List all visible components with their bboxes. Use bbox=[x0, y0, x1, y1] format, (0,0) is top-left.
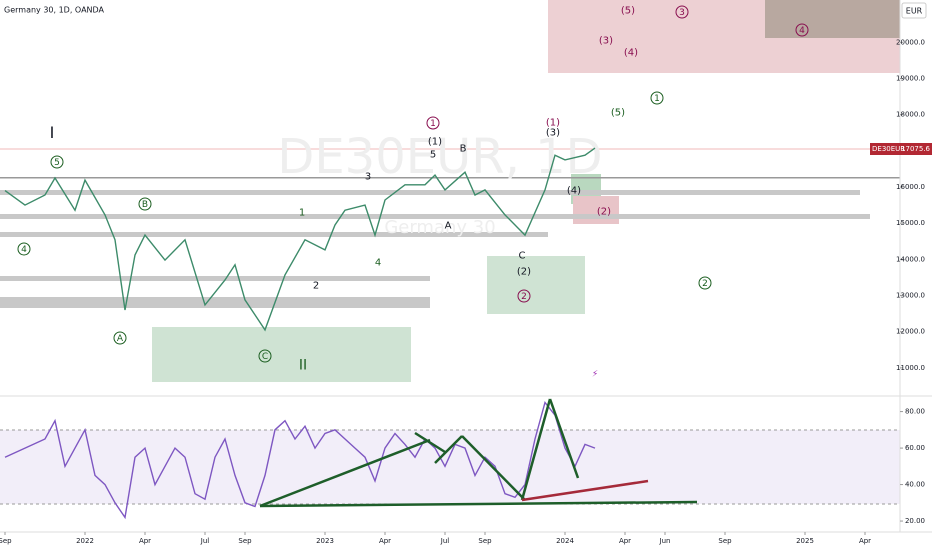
x-tick-label: Sep bbox=[238, 537, 252, 545]
x-tick-label: Apr bbox=[379, 537, 391, 545]
wave-label: 1 bbox=[299, 208, 305, 219]
wave-circle bbox=[258, 349, 272, 363]
x-tick-label: Sep bbox=[718, 537, 732, 545]
event-icon: ⚡ bbox=[592, 370, 598, 380]
x-tick-label: Apr bbox=[619, 537, 631, 545]
series-line bbox=[4, 400, 596, 520]
wave-circle bbox=[675, 5, 689, 19]
wave-circle bbox=[698, 276, 712, 290]
x-tick-label: 2022 bbox=[76, 537, 94, 545]
y-tick-label: 11000.0 bbox=[896, 364, 925, 372]
rsi-trendline-red bbox=[521, 479, 649, 502]
wave-label: C bbox=[262, 352, 268, 362]
support-zone bbox=[487, 256, 585, 314]
watermark-sub: Germany 30 bbox=[384, 217, 495, 238]
wave-label: (2) bbox=[597, 207, 611, 218]
resistance-zone bbox=[573, 196, 619, 224]
target-zone-dark bbox=[765, 0, 900, 38]
x-tick-label: 2024 bbox=[556, 537, 574, 545]
wave-circle bbox=[17, 242, 31, 256]
price-tag-value: 17075.6 bbox=[901, 145, 930, 153]
x-tick-label: Jul bbox=[200, 537, 210, 545]
wave-circle bbox=[426, 116, 440, 130]
wave-label: 2 bbox=[521, 292, 527, 302]
support-zone bbox=[152, 327, 411, 382]
level bbox=[0, 214, 870, 219]
level bbox=[0, 232, 548, 237]
wave-label: 5 bbox=[430, 150, 436, 161]
wave-label: 5 bbox=[54, 158, 60, 168]
y-tick-label: 80.00 bbox=[905, 408, 925, 416]
wave-label: B bbox=[142, 200, 148, 210]
currency: EUR bbox=[906, 7, 923, 16]
wave-circle bbox=[517, 289, 531, 303]
y-tick-label: 13000.0 bbox=[896, 292, 925, 300]
wave-label: (1) bbox=[546, 118, 560, 129]
wave-label: (2) bbox=[517, 267, 531, 278]
y-tick-label: 20.00 bbox=[905, 517, 925, 525]
wave-label: C bbox=[519, 251, 526, 262]
wave-label: II bbox=[299, 358, 307, 374]
wave-label: (3) bbox=[546, 128, 560, 139]
price-tag-symbol: DE30EUR bbox=[872, 145, 905, 153]
y-tick-label: 19000.0 bbox=[896, 74, 925, 82]
rsi-trendlines bbox=[259, 398, 698, 508]
wave-label: 2 bbox=[702, 279, 708, 289]
x-tick-label: Sep bbox=[0, 537, 12, 545]
wave-label: 3 bbox=[679, 8, 685, 18]
wave-label: 1 bbox=[654, 94, 660, 104]
wave-label: 4 bbox=[21, 245, 27, 255]
wave-label: A bbox=[445, 221, 452, 232]
x-tick-label: Apr bbox=[139, 537, 151, 545]
level bbox=[0, 276, 430, 281]
x-tick-label: 2025 bbox=[796, 537, 814, 545]
rsi-band bbox=[0, 430, 900, 504]
wave-label: 4 bbox=[375, 258, 381, 269]
wave-circle bbox=[138, 197, 152, 211]
price-tag bbox=[870, 143, 932, 155]
y-tick-label: 60.00 bbox=[905, 444, 925, 452]
x-tick-label: Jun bbox=[659, 537, 671, 545]
wave-label: (5) bbox=[611, 108, 625, 119]
y-tick-label: 15000.0 bbox=[896, 219, 925, 227]
series-line bbox=[4, 147, 596, 332]
y-tick-label: 14000.0 bbox=[896, 255, 925, 263]
y-tick-label: 16000.0 bbox=[896, 183, 925, 191]
y-tick-label: 20000.0 bbox=[896, 38, 925, 46]
wave-circle bbox=[650, 91, 664, 105]
wave-label: B bbox=[460, 144, 467, 155]
wave-label: (3) bbox=[599, 36, 613, 47]
y-tick-label: 40.00 bbox=[905, 481, 925, 489]
y-tick-label: 12000.0 bbox=[896, 328, 925, 336]
wave-circle bbox=[50, 155, 64, 169]
wave-label: 4 bbox=[799, 26, 805, 36]
level bbox=[0, 177, 900, 179]
wave-label: (4) bbox=[624, 48, 638, 59]
level bbox=[0, 297, 430, 308]
wave-label: (4) bbox=[567, 186, 581, 197]
wave-circle bbox=[113, 331, 127, 345]
level bbox=[0, 190, 860, 195]
x-tick-label: Sep bbox=[478, 537, 492, 545]
wave-label: I bbox=[50, 123, 55, 142]
wave-label: (5) bbox=[621, 6, 635, 17]
wave-label: (1) bbox=[428, 137, 442, 148]
wave-label: 2 bbox=[313, 281, 319, 292]
x-tick-label: Apr bbox=[859, 537, 871, 545]
x-tick-label: 2023 bbox=[316, 537, 334, 545]
x-tick-label: Jul bbox=[440, 537, 450, 545]
wave-label: 3 bbox=[365, 172, 371, 183]
wave-label: A bbox=[117, 334, 124, 344]
currency-box bbox=[901, 2, 927, 19]
wave-label: 1 bbox=[430, 119, 436, 129]
y-tick-label: 18000.0 bbox=[896, 111, 925, 119]
chart-title: Germany 30, 1D, OANDA bbox=[4, 6, 105, 15]
wave-circle bbox=[795, 23, 809, 37]
